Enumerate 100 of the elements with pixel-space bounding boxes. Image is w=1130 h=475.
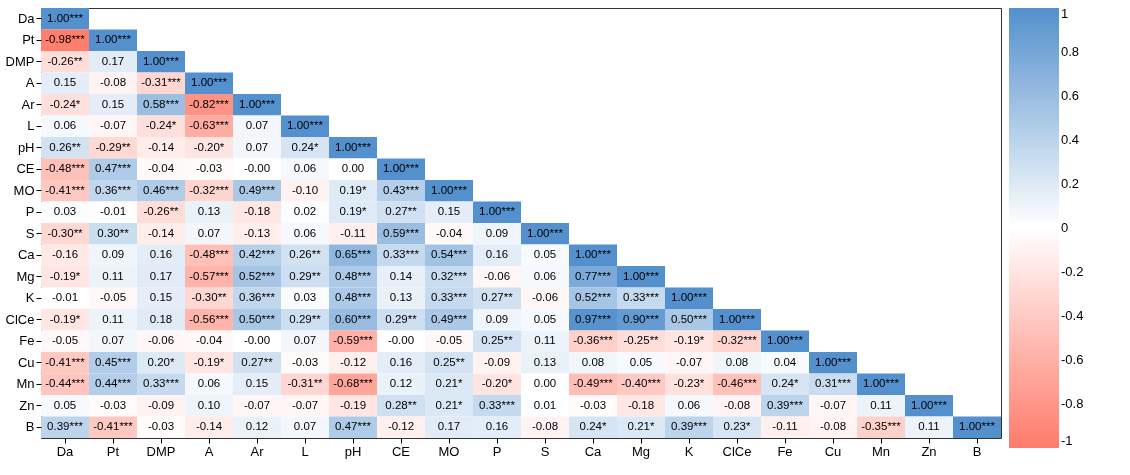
data-label: -0.41***: [45, 355, 86, 368]
data-label: 0.39***: [47, 420, 84, 433]
color-bar-label: 0.8: [1061, 44, 1080, 59]
data-label: -0.32***: [189, 183, 230, 196]
data-label: 0.01: [533, 398, 557, 411]
data-label: -0.35***: [861, 420, 902, 433]
data-label: 1.00***: [815, 355, 852, 368]
data-label: -0.07: [243, 398, 271, 411]
color-bar-label: 0.6: [1061, 88, 1080, 103]
data-label: 1.00***: [47, 11, 84, 24]
data-label: 0.59***: [383, 226, 420, 239]
y-tick-label: MO: [13, 182, 35, 198]
y-tick-label: ClCe: [5, 311, 35, 327]
data-label: 0.43***: [383, 183, 420, 196]
data-label: -0.30**: [47, 226, 84, 239]
data-label: 1.00***: [287, 119, 324, 132]
color-bar-label: 0.2: [1061, 176, 1080, 191]
data-label: -0.05: [51, 334, 79, 347]
data-label: 0.47***: [95, 162, 132, 175]
x-tick-label: Zn: [921, 443, 937, 459]
data-label: 0.06: [53, 119, 77, 132]
data-label: 0.33***: [479, 398, 516, 411]
data-label: 0.07: [293, 334, 317, 347]
data-label: -0.18: [627, 398, 655, 411]
data-label: 0.09: [101, 248, 125, 261]
data-label: 0.77***: [575, 269, 612, 282]
data-label: 0.21*: [627, 420, 655, 433]
y-tick-label: P: [25, 204, 35, 220]
data-label: 0.02: [293, 205, 317, 218]
x-tick-label: pH: [344, 443, 362, 459]
data-label: 0.46***: [143, 183, 180, 196]
data-label: -0.14: [147, 140, 175, 153]
data-label: -0.06: [147, 334, 175, 347]
data-label: -0.31***: [141, 76, 182, 89]
x-tick-label: Fe: [777, 443, 793, 459]
data-label: 0.19*: [339, 205, 367, 218]
data-label: 0.54***: [431, 248, 468, 261]
data-label: 0.24*: [771, 377, 799, 390]
data-label: -0.49***: [573, 377, 614, 390]
data-label: 0.09: [485, 312, 509, 325]
data-label: 0.50***: [239, 312, 276, 325]
data-label: 0.24*: [579, 420, 607, 433]
data-label: -0.07: [99, 119, 127, 132]
data-label: 0.06: [533, 269, 557, 282]
data-label: 0.36***: [239, 291, 276, 304]
y-tick-label: Mn: [16, 376, 35, 392]
x-tick-label: Pt: [106, 443, 120, 459]
data-label: -0.56***: [189, 312, 230, 325]
data-label: 0.52***: [239, 269, 276, 282]
data-label: 0.05: [629, 355, 653, 368]
data-label: -0.59***: [333, 334, 374, 347]
data-label: 0.52***: [575, 291, 612, 304]
data-label: -0.00: [243, 162, 271, 175]
data-label: -0.01: [99, 205, 127, 218]
data-label: 0.29**: [289, 269, 322, 282]
data-label: 0.08: [725, 355, 749, 368]
data-label: -0.05: [435, 334, 463, 347]
data-label: 0.07: [293, 420, 317, 433]
y-tick-label: DMP: [5, 53, 35, 69]
data-label: -0.04: [435, 226, 463, 239]
data-label: 0.11: [102, 312, 124, 325]
data-label: 1.00***: [527, 226, 564, 239]
data-label: 0.15: [101, 97, 125, 110]
y-tick-label: S: [25, 225, 35, 241]
data-label: 0.05: [53, 398, 77, 411]
y-tick-label: Mg: [16, 268, 35, 284]
data-label: -0.12: [387, 420, 415, 433]
data-label: 0.07: [245, 119, 269, 132]
data-label: -0.04: [147, 162, 175, 175]
data-label: 0.15: [53, 76, 77, 89]
data-label: -0.98***: [45, 33, 86, 46]
data-label: 0.16: [389, 355, 413, 368]
data-label: 0.06: [293, 162, 317, 175]
data-label: -0.68***: [333, 377, 374, 390]
data-label: 0.25**: [481, 334, 514, 347]
data-label: 0.16: [485, 248, 509, 261]
data-label: -0.23*: [673, 377, 705, 390]
data-label: 0.26**: [49, 140, 82, 153]
data-label: -0.03: [147, 420, 175, 433]
color-bar-label: 0: [1061, 220, 1069, 235]
data-label: 1.00***: [767, 334, 804, 347]
data-label: -0.26**: [47, 54, 84, 67]
data-label: 0.17: [437, 420, 461, 433]
data-label: 0.07: [197, 226, 221, 239]
x-tick-label: Mg: [631, 443, 651, 459]
y-tick-label: K: [25, 290, 35, 306]
data-label: -0.03: [99, 398, 127, 411]
data-label: 0.07: [101, 334, 125, 347]
data-label: -0.41***: [93, 420, 134, 433]
data-label: -0.13: [243, 226, 271, 239]
data-label: 0.13: [389, 291, 413, 304]
data-label: 0.16: [149, 248, 173, 261]
data-label: 0.00: [341, 162, 365, 175]
data-label: 1.00***: [143, 54, 180, 67]
data-label: -0.03: [291, 355, 319, 368]
data-label: 1.00***: [191, 76, 228, 89]
data-label: -0.08: [819, 420, 847, 433]
data-label: 0.20*: [147, 355, 175, 368]
data-label: 1.00***: [575, 248, 612, 261]
data-label: 0.03: [293, 291, 317, 304]
